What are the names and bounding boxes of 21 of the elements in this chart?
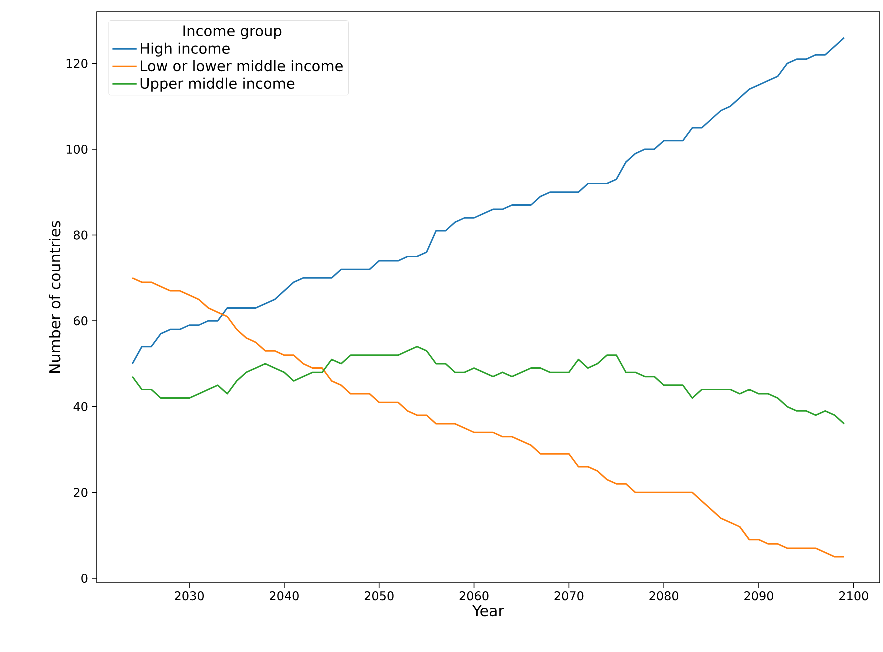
legend-title: Income group [184, 26, 282, 40]
y-tick-label: 40 [74, 402, 88, 412]
legend-label: Upper middle income [140, 78, 295, 92]
x-tick-label: 2070 [554, 592, 584, 601]
y-tick-label: 100 [66, 144, 88, 154]
y-tick-label: 60 [74, 316, 88, 326]
x-tick-label: 2040 [270, 592, 299, 601]
x-axis-title: Year [472, 605, 504, 617]
x-tick-label: 2100 [840, 592, 868, 601]
y-axis-title: Number of countries [49, 221, 61, 373]
y-tick-label: 0 [82, 574, 88, 584]
x-tick-label: 2080 [650, 592, 679, 601]
x-tick-label: 2060 [460, 592, 489, 601]
y-tick-label: 20 [74, 488, 88, 498]
y-tick-label: 80 [74, 230, 88, 240]
y-tick-label: 120 [66, 59, 88, 68]
x-tick-label: 2090 [744, 592, 774, 601]
x-tick-label: 2050 [364, 592, 394, 601]
legend-label: High income [141, 42, 230, 57]
x-tick-label: 2030 [175, 592, 204, 601]
legend-label: Low or lower middle income [141, 60, 343, 72]
